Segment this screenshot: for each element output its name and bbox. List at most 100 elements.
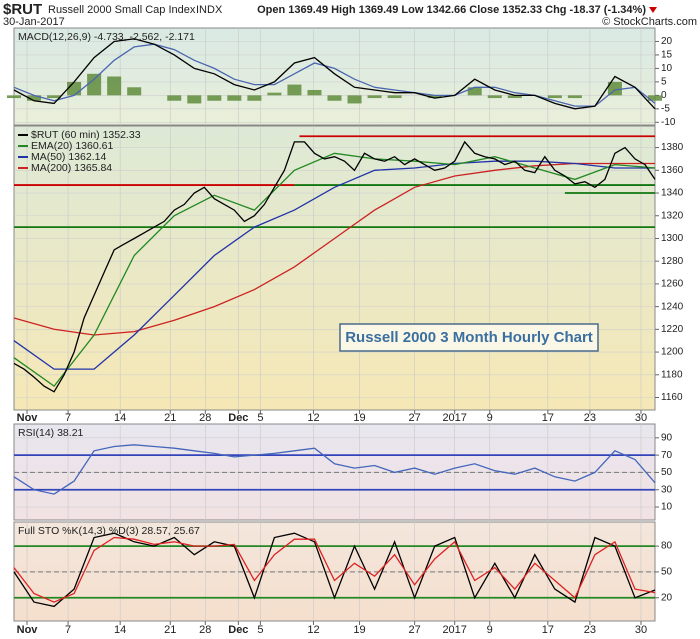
x-tick-label: Dec: [228, 624, 248, 636]
legend-label: EMA(20) 1360.61: [31, 140, 113, 152]
histogram-bar: [327, 95, 342, 101]
series-line: [13, 152, 656, 387]
histogram-bar: [367, 95, 382, 99]
index-name: Russell 2000 Small Cap Index: [48, 4, 196, 16]
y-tick-label: 1280: [661, 256, 684, 267]
date: 30-Jan-2017: [3, 16, 65, 28]
x-tick-label: 7: [65, 412, 71, 424]
x-tick-label: 30: [635, 412, 647, 424]
x-tick-label: 28: [199, 624, 211, 636]
histogram-bar: [287, 84, 302, 96]
x-tick-label: Nov: [17, 624, 39, 636]
histogram-bar: [67, 81, 82, 96]
y-tick-label: 20: [661, 36, 673, 47]
x-tick-label: 27: [409, 624, 421, 636]
y-tick-label: -10: [661, 117, 676, 128]
y-tick-label: 20: [661, 592, 673, 603]
histogram-bar: [387, 95, 402, 99]
histogram-bar: [127, 87, 142, 96]
x-tick-label: 19: [353, 624, 365, 636]
histogram-bar: [6, 95, 22, 99]
down-arrow: [649, 7, 657, 13]
histogram-bar: [227, 95, 242, 101]
y-tick-label: 1260: [661, 279, 684, 290]
x-tick-label: 2017: [442, 624, 466, 636]
histogram-bar: [427, 95, 442, 99]
y-tick-label: 1300: [661, 233, 684, 244]
copyright: © StockCharts.com: [602, 16, 697, 28]
x-tick-label: 30: [635, 624, 647, 636]
x-tick-label: Nov: [17, 412, 39, 424]
y-tick-label: 30: [661, 484, 673, 495]
panel-label: RSI(14) 38.21: [18, 427, 84, 439]
series-line: [13, 38, 656, 110]
x-tick-label: 2017: [442, 412, 466, 424]
y-tick-label: 70: [661, 450, 673, 461]
histogram-bar: [87, 73, 102, 96]
y-tick-label: 5: [661, 77, 667, 88]
x-tick-label: 19: [353, 412, 365, 424]
y-tick-label: 1180: [661, 369, 683, 380]
exchange: INDX: [196, 4, 223, 16]
histogram-bar: [347, 95, 362, 104]
histogram-bar: [247, 95, 262, 101]
histogram-bar: [307, 89, 322, 96]
panel-label: MACD(12,26,9) -4.733, -2.562, -2.171: [18, 31, 195, 43]
histogram-bar: [567, 95, 582, 99]
y-tick-label: 15: [661, 50, 673, 61]
histogram-bar: [27, 95, 42, 101]
y-tick-label: 90: [661, 432, 673, 443]
y-tick-label: 10: [661, 63, 673, 74]
histogram-bar: [467, 87, 482, 96]
x-tick-label: 5: [257, 624, 263, 636]
x-tick-label: 9: [487, 412, 493, 424]
panel-label: Full STO %K(14,3) %D(3) 28.57, 25.67: [18, 525, 200, 537]
x-tick-label: 9: [487, 624, 493, 636]
series-line: [13, 162, 655, 336]
y-tick-label: 1220: [661, 324, 684, 335]
histogram-bar: [207, 95, 222, 101]
histogram-bar: [267, 92, 282, 96]
y-tick-label: 10: [661, 502, 673, 513]
x-tick-label: 12: [307, 624, 319, 636]
x-tick-label: 23: [584, 412, 596, 424]
x-tick-label: 23: [584, 624, 596, 636]
histogram-bar: [167, 95, 182, 101]
y-tick-label: 1320: [661, 210, 684, 221]
series-line: [13, 43, 656, 107]
histogram-bar: [47, 95, 62, 99]
x-tick-label: 21: [164, 624, 176, 636]
x-tick-label: 27: [409, 412, 421, 424]
legend-label: $RUT (60 min) 1352.33: [31, 129, 141, 141]
y-tick-label: 1200: [661, 347, 684, 358]
histogram-bar: [507, 95, 522, 99]
x-tick-label: 28: [199, 412, 211, 424]
y-tick-label: 1340: [661, 188, 684, 199]
x-tick-label: 12: [307, 412, 319, 424]
y-tick-label: 0: [661, 90, 667, 101]
y-tick-label: 1240: [661, 301, 684, 312]
histogram-bar: [107, 76, 122, 96]
x-tick-label: 5: [257, 412, 263, 424]
quote: Open 1369.49 High 1369.49 Low 1342.66 Cl…: [257, 4, 646, 16]
series-line: [13, 532, 656, 608]
x-tick-label: 17: [542, 412, 554, 424]
legend-label: MA(50) 1362.14: [31, 151, 106, 163]
y-tick-label: 50: [661, 467, 673, 478]
x-tick-label: 14: [114, 624, 126, 636]
annotation-box: [339, 323, 599, 352]
histogram-bar: [547, 95, 562, 99]
x-tick-label: 17: [542, 624, 554, 636]
histogram-bar: [647, 95, 663, 101]
series-line: [13, 444, 656, 495]
series-line: [13, 536, 656, 603]
annotation: Russell 2000 3 Month Hourly Chart: [345, 329, 593, 346]
symbol: $RUT: [3, 1, 42, 18]
x-tick-label: 14: [114, 412, 126, 424]
y-tick-label: 1380: [661, 142, 684, 153]
panel-background: [13, 125, 656, 411]
histogram-bar: [487, 95, 502, 99]
x-tick-label: Dec: [228, 412, 248, 424]
y-tick-label: -5: [661, 103, 670, 114]
